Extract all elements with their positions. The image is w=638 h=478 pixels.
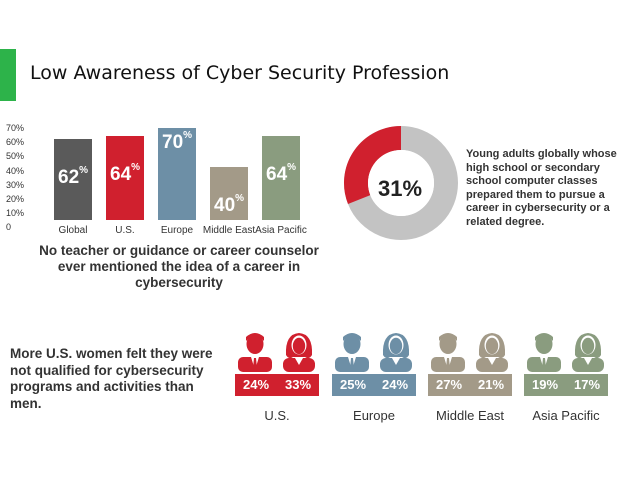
bar-value-label: 64% [110,161,141,185]
man-pct-value: 25% [332,374,374,396]
woman-pct-value: 24% [374,374,416,396]
y-tick-label: 30% [6,179,25,190]
slide-title: Low Awareness of Cyber Security Professi… [30,62,450,84]
bar-u-s- [106,135,144,220]
donut-chart [344,126,458,240]
women-qualified-text: More U.S. women felt they were not quali… [10,346,213,411]
region-asia-pacific: 19% 17% Asia Pacific [524,330,608,430]
region-label: Europe [353,408,395,423]
donut-caption: Young adults globally whose high school … [466,148,617,228]
y-tick-label: 50% [6,151,25,162]
donut-slice-31 [344,126,402,204]
man-icon [332,330,372,372]
y-tick-label: 70% [6,123,25,133]
man-icon [428,330,468,372]
bar-value-label: 62% [58,164,89,188]
woman-icon [279,330,319,372]
man-pct-value: 27% [428,374,470,396]
region-label: U.S. [264,408,290,423]
region-europe: 25% 24% Europe [332,330,416,430]
region-label: Asia Pacific [532,408,600,423]
y-tick-label: 0 [6,222,12,233]
donut-value: 31% [377,176,423,201]
bar-value-label: 70% [162,130,193,153]
region-label: Middle East [436,408,504,423]
man-icon [235,330,275,372]
man-pct-value: 19% [524,374,566,396]
woman-pct-value: 17% [566,374,608,396]
region-middle-east: 27% 21% Middle East [428,330,512,430]
x-category-label: Asia Pacific [255,225,307,236]
region-u-s-: 24% 33% U.S. [235,330,319,430]
woman-pct-value: 21% [470,374,512,396]
man-icon [524,330,564,372]
y-tick-label: 60% [6,137,25,148]
bar-asia-pacific [262,135,300,220]
x-category-label: Europe [160,225,194,236]
woman-icon [568,330,608,372]
bar-value-label: 40% [214,193,245,217]
bar-middle-east [210,167,248,220]
bar-value-label: 64% [266,161,297,185]
y-tick-label: 40% [6,165,25,176]
bar-global [54,138,92,220]
donut-hole [368,150,434,216]
bar-europe [158,128,196,220]
x-category-label: U.S. [115,225,135,236]
man-pct-value: 24% [235,374,277,396]
x-category-label: Middle East [202,225,256,236]
y-tick-label: 10% [6,208,25,219]
woman-pct-value: 33% [277,374,319,396]
x-category-label: Global [58,225,88,236]
bar-chart-caption: No teacher or guidance or career counsel… [39,243,319,290]
accent-bar [0,49,16,101]
woman-icon [376,330,416,372]
y-tick-label: 20% [6,194,25,204]
woman-icon [472,330,512,372]
